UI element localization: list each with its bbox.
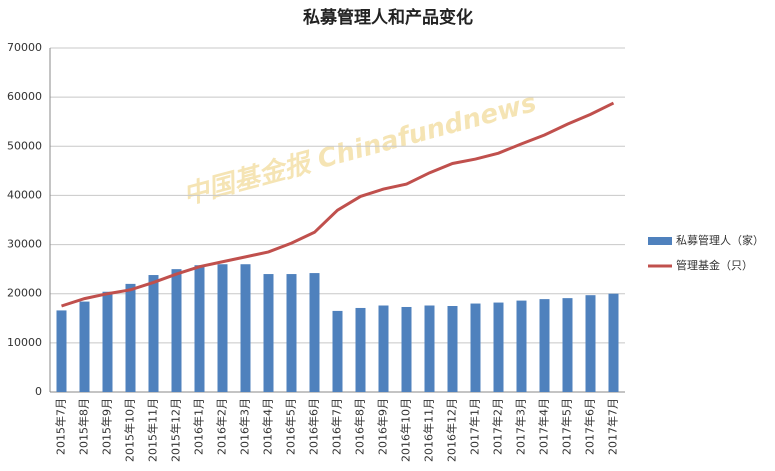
x-tick-label: 2017年4月 bbox=[537, 398, 551, 455]
legend-label: 私募管理人（家） bbox=[676, 233, 764, 247]
x-tick-label: 2015年12月 bbox=[169, 398, 183, 462]
bar bbox=[585, 295, 596, 392]
x-tick-label: 2017年6月 bbox=[583, 398, 597, 455]
x-tick-label: 2017年1月 bbox=[468, 398, 482, 455]
x-tick-label: 2016年2月 bbox=[215, 398, 229, 455]
x-tick-label: 2016年10月 bbox=[399, 398, 413, 462]
bar bbox=[102, 291, 113, 392]
bar bbox=[378, 305, 389, 392]
x-tick-label: 2015年8月 bbox=[77, 398, 91, 455]
bar bbox=[148, 275, 159, 392]
bar bbox=[125, 283, 136, 392]
bar bbox=[493, 302, 504, 392]
x-tick-label: 2016年6月 bbox=[307, 398, 321, 455]
x-tick-label: 2016年3月 bbox=[238, 398, 252, 455]
bar bbox=[263, 274, 274, 392]
bar bbox=[286, 274, 297, 392]
chart-title: 私募管理人和产品变化 bbox=[303, 7, 473, 28]
bar bbox=[309, 273, 320, 392]
bar bbox=[539, 299, 550, 392]
x-tick-label: 2016年1月 bbox=[192, 398, 206, 455]
bar bbox=[608, 293, 619, 392]
x-tick-label: 2016年4月 bbox=[261, 398, 275, 455]
y-tick-label: 70000 bbox=[7, 41, 42, 54]
x-tick-label: 2017年3月 bbox=[514, 398, 528, 455]
x-tick-label: 2015年11月 bbox=[146, 398, 160, 462]
x-tick-label: 2015年10月 bbox=[123, 398, 137, 462]
x-tick-label: 2016年11月 bbox=[422, 398, 436, 462]
y-tick-label: 50000 bbox=[7, 139, 42, 152]
y-tick-label: 60000 bbox=[7, 90, 42, 103]
bar bbox=[79, 301, 90, 392]
y-tick-label: 20000 bbox=[7, 287, 42, 300]
y-tick-label: 0 bbox=[35, 385, 42, 398]
y-tick-label: 30000 bbox=[7, 238, 42, 251]
line bbox=[61, 101, 615, 308]
x-tick-label: 2016年7月 bbox=[330, 398, 344, 455]
x-tick-label: 2016年8月 bbox=[353, 398, 367, 455]
x-tick-label: 2016年12月 bbox=[445, 398, 459, 462]
x-tick-label: 2016年9月 bbox=[376, 398, 390, 455]
bar bbox=[355, 307, 366, 392]
x-tick-label: 2015年7月 bbox=[54, 398, 68, 455]
bar bbox=[194, 265, 205, 392]
x-tick-label: 2017年5月 bbox=[560, 398, 574, 455]
bar bbox=[171, 269, 182, 392]
bar bbox=[332, 310, 343, 392]
x-tick-label: 2017年2月 bbox=[491, 398, 505, 455]
bar bbox=[217, 264, 228, 392]
bar bbox=[401, 306, 412, 392]
bar bbox=[240, 264, 251, 392]
y-tick-label: 10000 bbox=[7, 336, 42, 349]
bar bbox=[447, 306, 458, 392]
bar bbox=[562, 298, 573, 392]
y-tick-label: 40000 bbox=[7, 188, 42, 201]
bar bbox=[424, 305, 435, 392]
x-tick-label: 2017年7月 bbox=[606, 398, 620, 455]
x-tick-label: 2015年9月 bbox=[100, 398, 114, 455]
bar bbox=[516, 300, 527, 392]
x-tick-label: 2016年5月 bbox=[284, 398, 298, 455]
watermark: 中国基金报 Chinafundnews bbox=[180, 88, 540, 211]
legend-swatch bbox=[648, 237, 672, 245]
bar bbox=[470, 303, 481, 392]
legend-label: 管理基金（只） bbox=[676, 258, 753, 272]
bar bbox=[56, 310, 67, 392]
